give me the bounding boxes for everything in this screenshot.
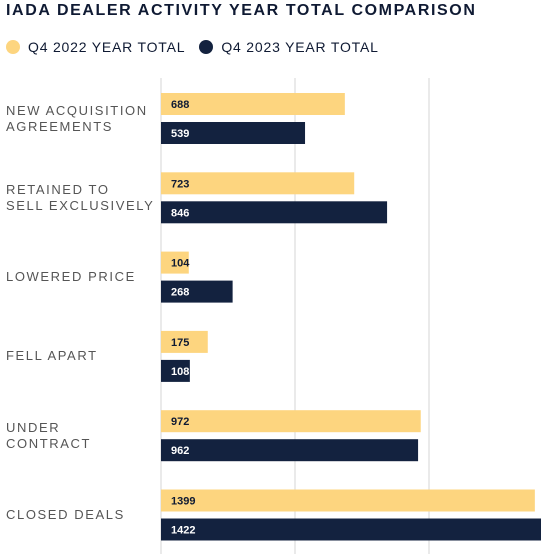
data-label-2-0: 104 [171,258,190,270]
data-label-1-1: 846 [171,207,189,219]
legend-label-2023: Q4 2023 YEAR TOTAL [221,39,379,55]
bar-3-1 [161,359,190,382]
bar-5-1 [161,518,541,541]
legend-swatch-2023 [199,40,214,54]
bar-4-1 [161,439,419,462]
chart-title: IADA DEALER ACTIVITY YEAR TOTAL COMPARIS… [6,2,477,19]
data-label-1-0: 723 [171,178,189,190]
bar-4-0 [161,410,421,433]
data-label-5-1: 1422 [171,525,195,537]
legend-swatch-2022 [6,40,20,54]
legend: Q4 2022 YEAR TOTAL Q4 2023 YEAR TOTAL [6,38,393,56]
category-label-3: FELL APART [6,348,98,364]
category-label-0: NEW ACQUISITION AGREEMENTS [6,102,148,134]
bar-5-0 [161,489,535,512]
category-label-2: LOWERED PRICE [6,269,136,285]
category-label-5: CLOSED DEALS [6,507,125,522]
data-label-4-0: 972 [171,416,189,428]
legend-item-2023: Q4 2023 YEAR TOTAL [199,39,378,55]
bar-2-1 [161,280,233,303]
data-label-3-1: 108 [171,366,189,378]
category-label-4: UNDER CONTRACT [6,419,92,451]
data-label-0-0: 688 [171,99,189,111]
data-label-4-1: 962 [171,445,189,457]
legend-item-2022: Q4 2022 YEAR TOTAL [6,39,185,55]
data-label-0-1: 539 [171,128,189,140]
legend-label-2022: Q4 2022 YEAR TOTAL [28,39,186,55]
bar-0-0 [161,93,345,115]
data-label-5-0: 1399 [171,496,195,508]
data-label-3-0: 175 [171,337,189,349]
data-label-2-1: 268 [171,287,189,299]
bar-1-0 [161,172,355,195]
category-label-1: RETAINED TO SELL EXCLUSIVELY [6,181,155,213]
bar-3-0 [161,330,208,353]
bar-0-1 [161,122,306,144]
bar-1-1 [161,201,388,224]
bar-2-0 [161,251,189,274]
